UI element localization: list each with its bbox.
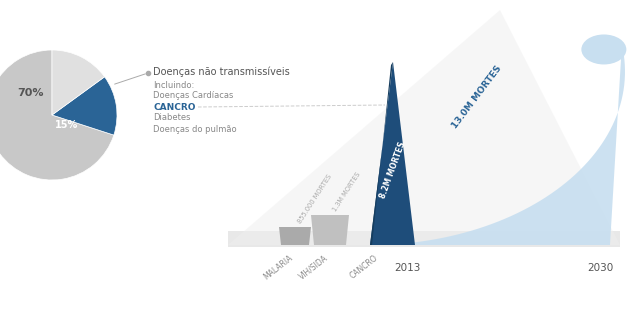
Text: CANCRO: CANCRO: [349, 253, 380, 280]
Text: Incluindo:: Incluindo:: [153, 81, 194, 90]
Text: 70%: 70%: [17, 88, 43, 98]
Text: 855.000 MORTES: 855.000 MORTES: [297, 174, 333, 225]
Text: Doenças do pulmão: Doenças do pulmão: [153, 124, 237, 133]
Text: Doenças não transmissíveis: Doenças não transmissíveis: [153, 67, 290, 77]
Text: 2013: 2013: [394, 263, 420, 273]
Polygon shape: [370, 62, 393, 245]
Text: 2030: 2030: [587, 263, 613, 273]
Text: CANCRO: CANCRO: [153, 102, 195, 111]
Text: VIH/SIDA: VIH/SIDA: [298, 253, 330, 281]
Wedge shape: [52, 77, 117, 135]
Wedge shape: [52, 50, 104, 115]
Polygon shape: [228, 10, 620, 245]
Polygon shape: [228, 231, 620, 247]
Ellipse shape: [581, 35, 626, 64]
Wedge shape: [0, 50, 114, 180]
Text: Diabetes: Diabetes: [153, 114, 191, 123]
Text: MALARIA: MALARIA: [263, 253, 295, 281]
Polygon shape: [370, 62, 415, 245]
Polygon shape: [311, 215, 349, 245]
Text: 15%: 15%: [55, 120, 79, 130]
Polygon shape: [370, 44, 625, 245]
Polygon shape: [279, 227, 311, 245]
Text: 8.2M MORTES: 8.2M MORTES: [378, 141, 407, 200]
Text: 13.0M MORTES: 13.0M MORTES: [450, 64, 503, 130]
Text: 1.3M MORTES: 1.3M MORTES: [332, 172, 362, 213]
Text: Doenças Cardíacas: Doenças Cardíacas: [153, 92, 233, 100]
